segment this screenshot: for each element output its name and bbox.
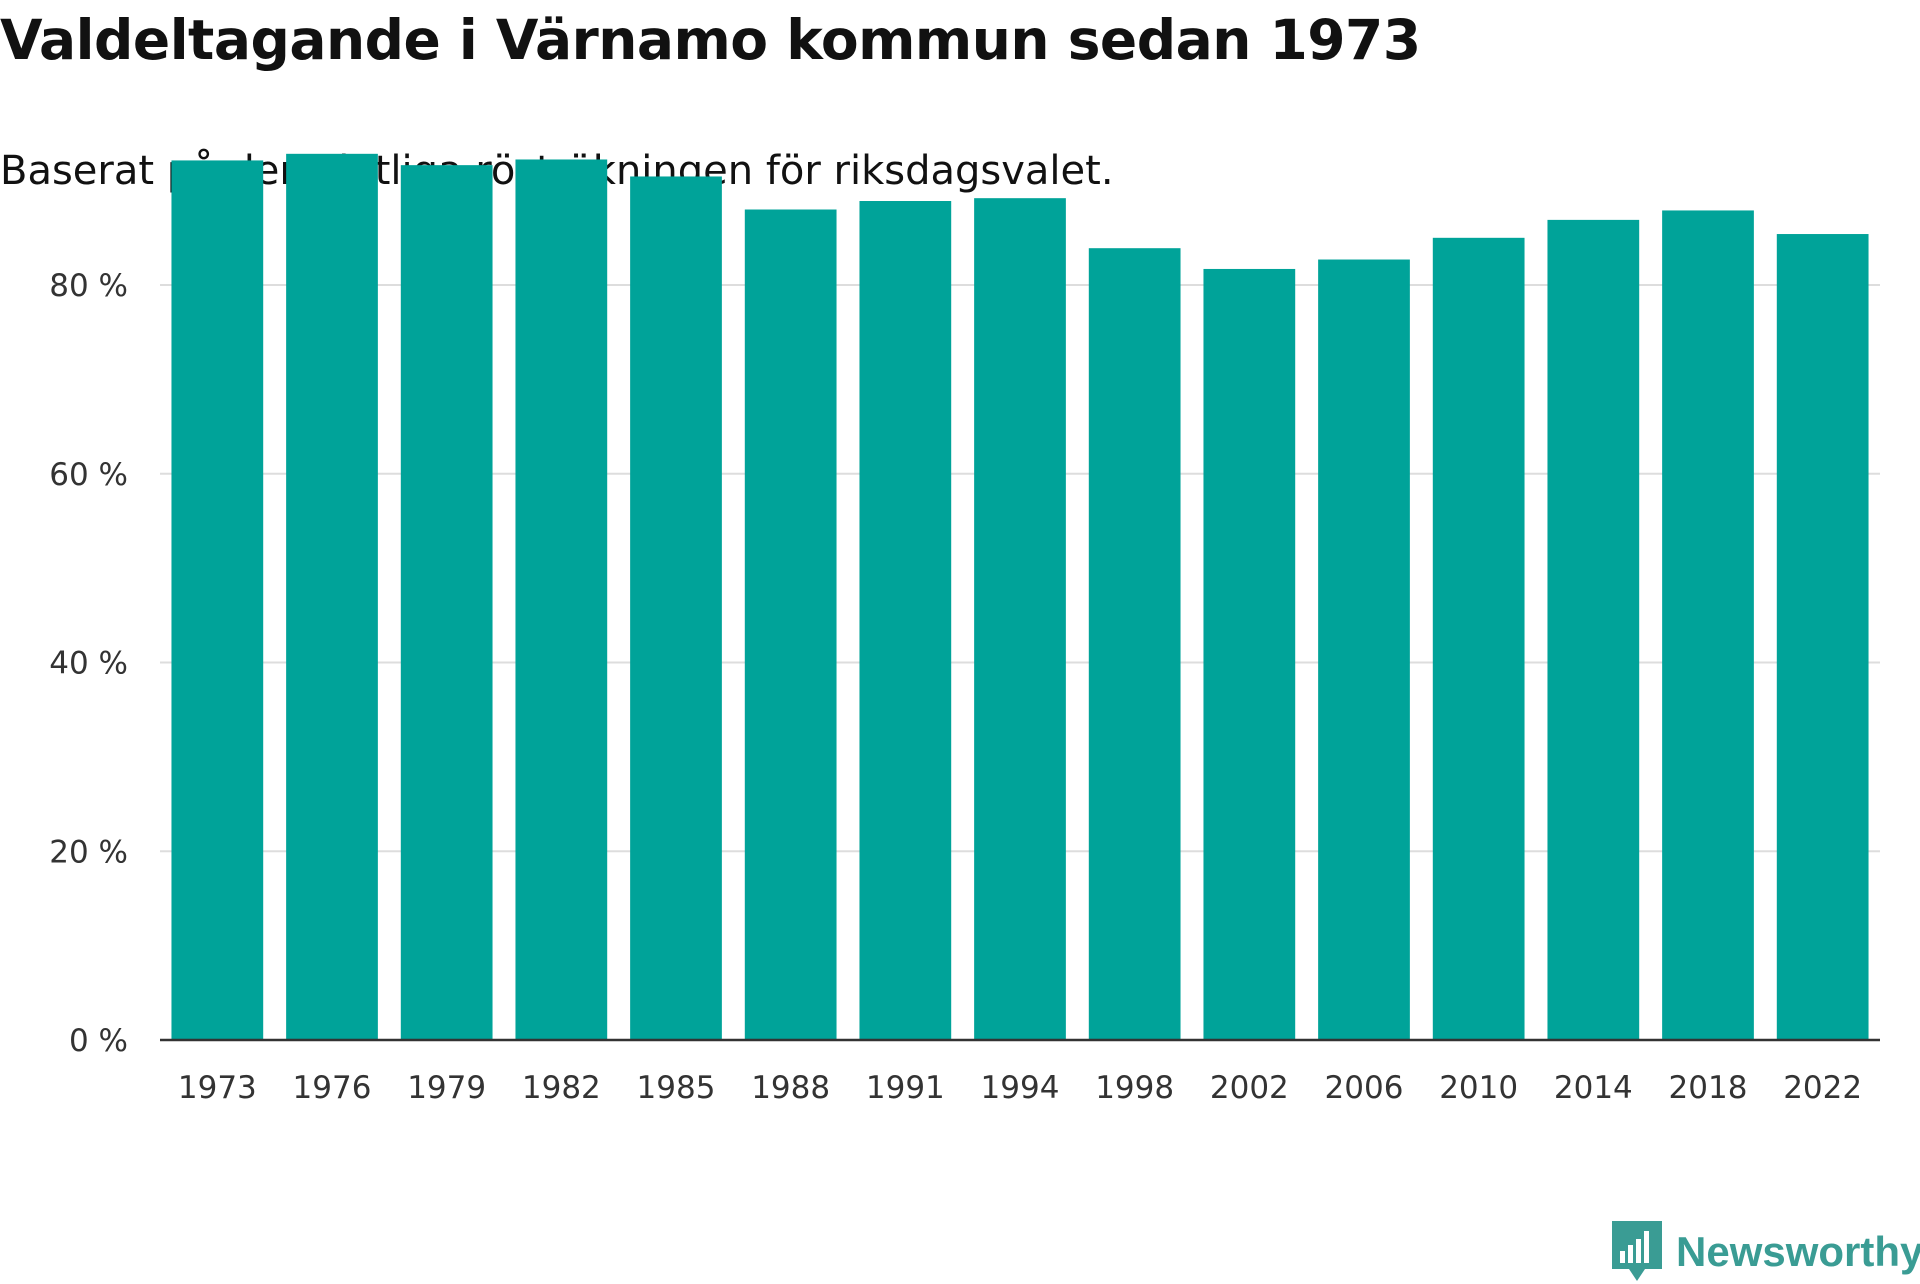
bar-2002[interactable] xyxy=(1203,268,1296,1040)
bars xyxy=(171,153,1869,1041)
x-tick-label: 2006 xyxy=(1325,1070,1404,1106)
newsworthy-logo-icon xyxy=(1612,1221,1662,1281)
chart-title: Valdeltagande i Värnamo kommun sedan 197… xyxy=(0,8,1421,72)
bar-1998[interactable] xyxy=(1088,248,1181,1041)
x-tick-label: 1988 xyxy=(751,1070,830,1106)
bar-2014[interactable] xyxy=(1547,219,1640,1041)
y-tick-label: 20 % xyxy=(49,834,128,870)
x-tick-label: 1985 xyxy=(637,1070,716,1106)
x-axis-ticks: 1973 1976 1979 1982 1985 1988 1991 1994 1998 2002… xyxy=(178,1070,1862,1106)
y-tick-label: 40 % xyxy=(49,646,128,682)
x-tick-label: 2018 xyxy=(1669,1070,1748,1106)
x-tick-label: 2014 xyxy=(1554,1070,1633,1106)
y-tick-label: 80 % xyxy=(49,268,128,304)
y-tick-label: 60 % xyxy=(49,457,128,493)
x-tick-label: 1973 xyxy=(178,1070,257,1106)
y-tick-label: 0 % xyxy=(69,1023,128,1059)
x-tick-label: 1994 xyxy=(981,1070,1060,1106)
x-tick-label: 1998 xyxy=(1095,1070,1174,1106)
x-tick-label: 1979 xyxy=(407,1070,486,1106)
x-tick-label: 1976 xyxy=(293,1070,372,1106)
x-tick-label: 2002 xyxy=(1210,1070,1289,1106)
bar-2022[interactable] xyxy=(1776,234,1869,1041)
brand-name: Newsworthy xyxy=(1676,1228,1920,1275)
x-tick-label: 2022 xyxy=(1783,1070,1862,1106)
bar-1973[interactable] xyxy=(171,160,264,1041)
bar-1988[interactable] xyxy=(744,209,837,1041)
bar-2010[interactable] xyxy=(1432,237,1525,1040)
bar-1979[interactable] xyxy=(400,165,493,1041)
bar-1982[interactable] xyxy=(515,159,608,1040)
x-tick-label: 2010 xyxy=(1439,1070,1518,1106)
bar-1991[interactable] xyxy=(859,201,952,1041)
bar-1994[interactable] xyxy=(974,198,1066,1041)
bar-1976[interactable] xyxy=(286,153,378,1041)
x-tick-label: 1982 xyxy=(522,1070,601,1106)
bar-2018[interactable] xyxy=(1662,210,1754,1041)
bar-1985[interactable] xyxy=(630,176,722,1040)
y-axis-ticks: 0 % 20 % 40 % 60 % 80 % xyxy=(49,268,128,1059)
newsworthy-brand[interactable]: Newsworthy xyxy=(1612,1220,1920,1284)
bar-2006[interactable] xyxy=(1318,259,1410,1040)
x-tick-label: 1991 xyxy=(866,1070,945,1106)
